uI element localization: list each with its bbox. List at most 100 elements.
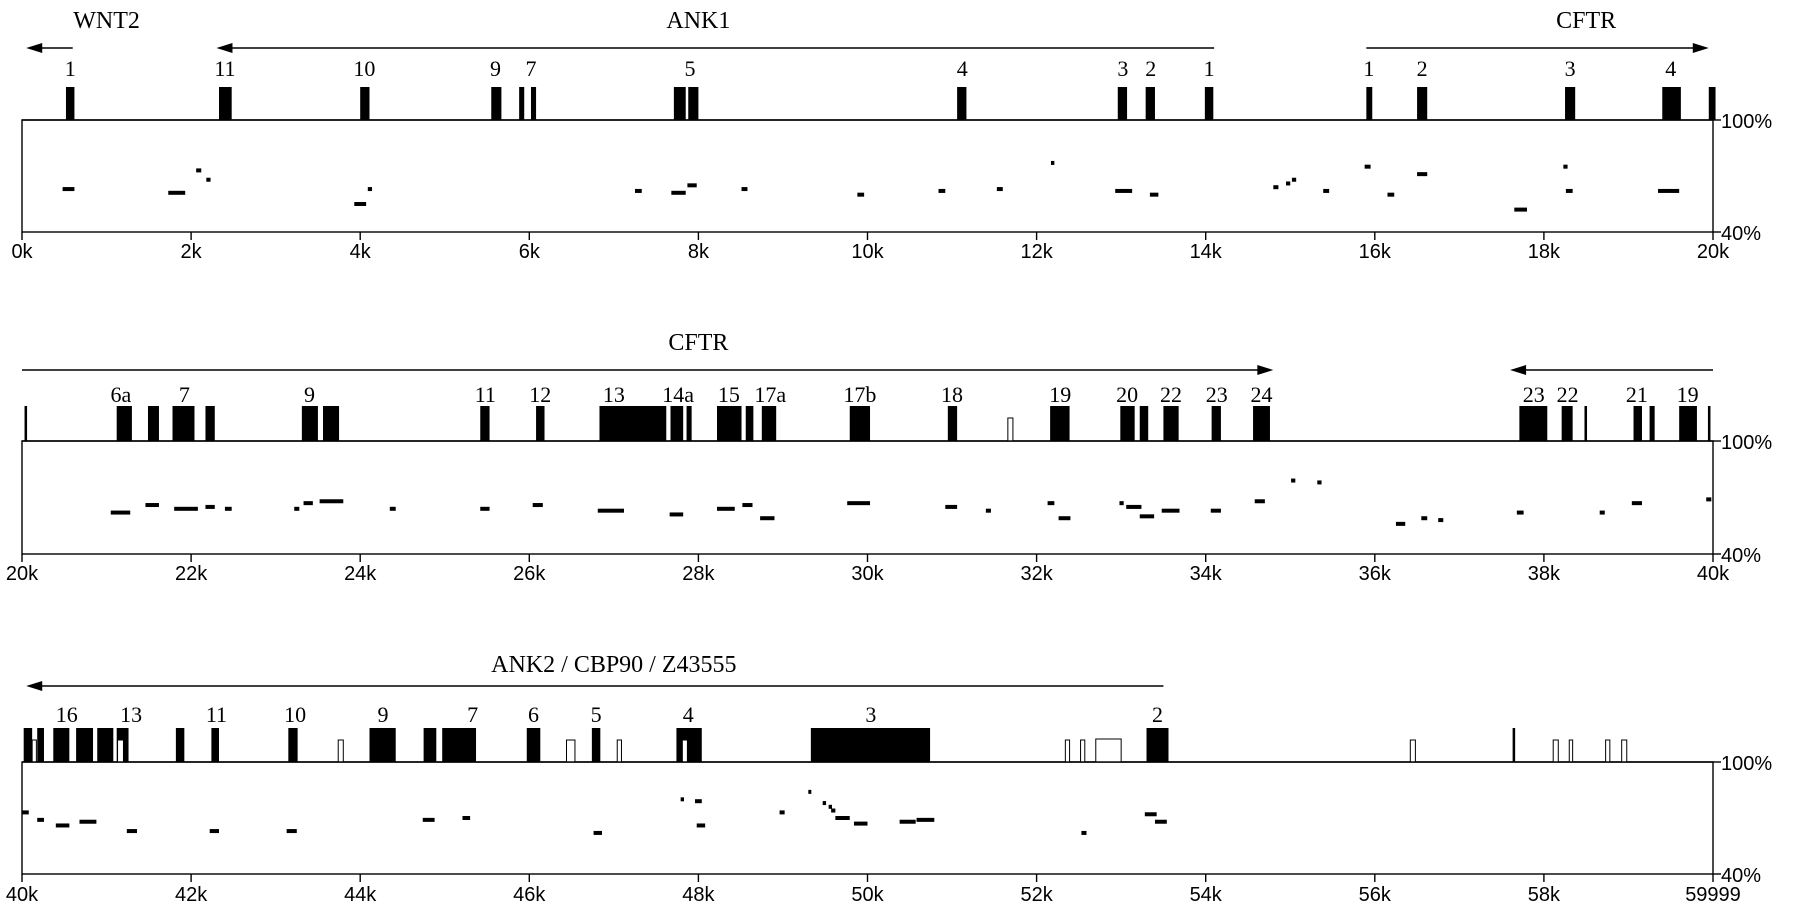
identity-segment xyxy=(1421,516,1428,521)
exon-block xyxy=(65,87,75,120)
identity-segment xyxy=(1115,188,1133,193)
identity-segment xyxy=(145,503,159,508)
identity-segment xyxy=(1210,508,1221,513)
x-tick-label: 6k xyxy=(519,241,541,263)
panel-2: CFTR 6a 7 9 11 12 13 14a 15 17a 17b 18 19 20 22 23 24 23 2… xyxy=(6,330,1772,585)
exon-block xyxy=(1561,406,1573,441)
arrow-head-icon xyxy=(1510,365,1527,375)
identity-segment xyxy=(945,504,958,509)
open-feature-block xyxy=(681,739,688,763)
exon-block xyxy=(676,728,702,762)
identity-segment xyxy=(822,801,827,806)
x-tick-label: 36k xyxy=(1359,563,1392,585)
x-tick-label: 48k xyxy=(682,884,715,906)
exon-number: 22 xyxy=(1557,382,1579,407)
identity-segment xyxy=(1254,499,1265,504)
open-feature-block xyxy=(1080,739,1086,763)
identity-segment xyxy=(696,823,706,828)
exon-number: 3 xyxy=(865,702,876,727)
exon-block xyxy=(1584,406,1588,441)
x-tick-label: 44k xyxy=(344,884,377,906)
x-tick-label: 14k xyxy=(1190,241,1223,263)
exon-number: 9 xyxy=(490,56,501,81)
exon-block xyxy=(519,87,525,120)
plot-frame xyxy=(21,761,1714,875)
identity-segment xyxy=(828,804,832,809)
identity-segment xyxy=(22,810,29,815)
identity-segment xyxy=(847,501,871,506)
exon-number: 9 xyxy=(378,702,389,727)
identity-segment xyxy=(1291,177,1297,182)
identity-segment xyxy=(1144,812,1157,817)
exon-block xyxy=(491,87,502,120)
x-tick-label: 12k xyxy=(1020,241,1053,263)
exon-block xyxy=(1565,87,1576,120)
x-tick-label: 28k xyxy=(682,563,715,585)
arrow-head-icon xyxy=(26,681,43,691)
exon-number: 7 xyxy=(467,702,478,727)
x-tick-label: 20k xyxy=(1697,241,1730,263)
identity-segment xyxy=(1291,478,1296,483)
identity-segment xyxy=(835,816,850,820)
identity-segment xyxy=(857,192,865,197)
identity-segment xyxy=(389,506,396,511)
identity-segment xyxy=(1154,819,1167,824)
exon-number: 18 xyxy=(941,382,963,407)
exon-block xyxy=(526,728,541,762)
exon-block xyxy=(1050,406,1070,441)
identity-segment xyxy=(916,817,935,822)
x-tick-label: 50k xyxy=(851,884,884,906)
identity-segment xyxy=(593,830,603,835)
exon-block xyxy=(686,406,692,441)
x-tick-label: 38k xyxy=(1528,563,1561,585)
exon-block xyxy=(957,87,967,120)
identity-segment xyxy=(1323,188,1330,193)
x-tick-label: 46k xyxy=(513,884,546,906)
identity-segment xyxy=(37,817,44,822)
identity-segment xyxy=(597,508,624,513)
exon-block xyxy=(442,728,477,762)
identity-segment xyxy=(110,510,131,515)
identity-segment xyxy=(1395,521,1406,526)
exon-number: 4 xyxy=(683,702,694,727)
identity-segment xyxy=(532,503,543,508)
exon-block xyxy=(360,87,370,120)
x-tick-label: 34k xyxy=(1190,563,1223,585)
x-tick-label: 40k xyxy=(1697,563,1730,585)
x-tick-label: 0k xyxy=(11,241,33,263)
exon-number: 11 xyxy=(214,56,235,81)
x-tick-label: 40k xyxy=(6,884,39,906)
exon-number: 17a xyxy=(754,382,786,407)
identity-segment xyxy=(462,816,471,820)
exon-block xyxy=(745,406,754,441)
exon-block xyxy=(172,406,195,441)
exon-number: 2 xyxy=(1152,702,1163,727)
exon-block xyxy=(1417,87,1428,120)
exon-block xyxy=(480,406,490,441)
open-feature-block xyxy=(1621,739,1628,763)
x-tick-label: 10k xyxy=(851,241,884,263)
identity-segment xyxy=(206,177,211,182)
identity-segment xyxy=(319,499,344,504)
identity-segment xyxy=(55,823,70,828)
exon-number: 6a xyxy=(111,382,132,407)
arrow-head-icon xyxy=(26,43,43,53)
identity-segment xyxy=(1599,510,1605,515)
exon-block xyxy=(1708,87,1716,120)
exon-number: 7 xyxy=(525,56,536,81)
plot-frame xyxy=(21,440,1714,555)
exon-block xyxy=(211,728,220,762)
exon-block xyxy=(1662,87,1681,120)
exon-number: 21 xyxy=(1626,382,1648,407)
identity-segment xyxy=(1364,164,1371,169)
x-tick-label: 24k xyxy=(344,563,377,585)
exon-number: 19 xyxy=(1677,382,1699,407)
identity-segment xyxy=(1516,510,1524,515)
identity-segment xyxy=(1139,514,1155,519)
exon-block xyxy=(301,406,318,441)
identity-segment xyxy=(1631,501,1642,506)
exon-number: 9 xyxy=(304,382,315,407)
x-tick-label: 42k xyxy=(175,884,208,906)
